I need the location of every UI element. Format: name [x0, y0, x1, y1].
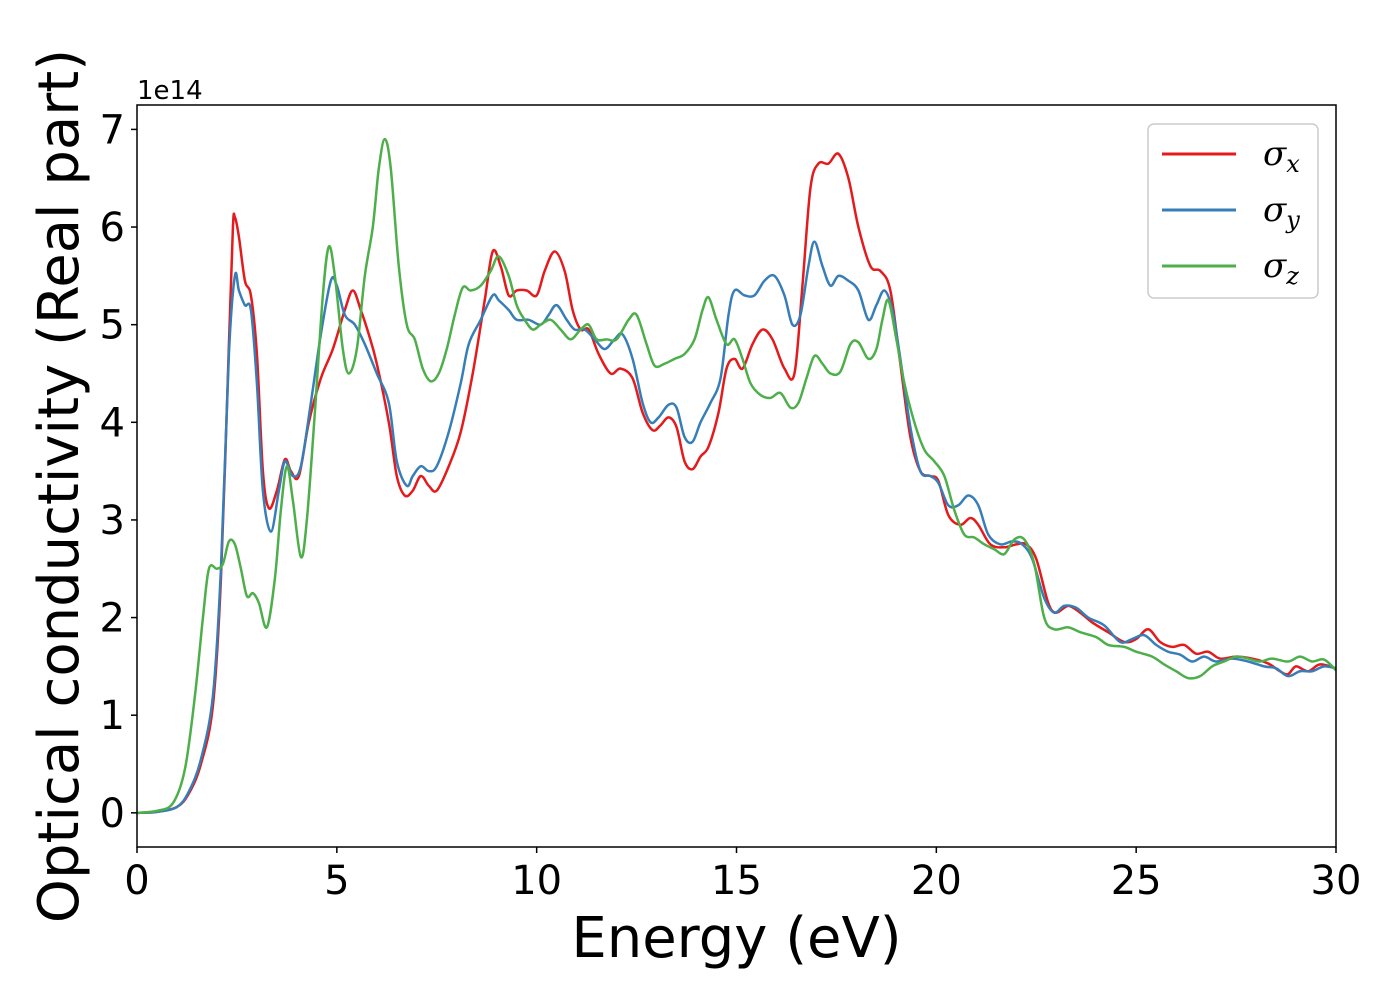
series-line-z: [137, 137, 1336, 815]
y-tick-label: 3: [100, 498, 125, 544]
y-tick-label: 1: [100, 693, 125, 739]
x-axis-ticks: 0 5 10 15 20 25 30: [124, 847, 1361, 904]
legend-label-z: σz: [1263, 246, 1299, 290]
legend-label-x: σx: [1263, 134, 1300, 178]
x-tick-label: 0: [124, 858, 149, 904]
y-tick-label: 4: [100, 400, 125, 446]
series-line-x: [137, 152, 1336, 815]
legend-label-y: σy: [1263, 190, 1300, 234]
series-line-y: [137, 240, 1336, 815]
y-axis-label: Optical conductivity (Real part): [27, 49, 92, 923]
x-tick-label: 15: [711, 858, 762, 904]
legend: σx σy σz: [1147, 123, 1319, 299]
x-axis-label: Energy (eV): [571, 906, 901, 971]
x-tick-label: 30: [1311, 858, 1362, 904]
y-axis-ticks: 0 1 2 3 4 5 6 7: [100, 107, 137, 837]
x-tick-label: 5: [324, 858, 349, 904]
y-axis-offset-label: 1e14: [137, 76, 203, 106]
x-tick-label: 10: [511, 858, 562, 904]
series-layer: [137, 137, 1336, 815]
y-tick-label: 5: [100, 303, 125, 349]
x-tick-label: 20: [911, 858, 962, 904]
y-tick-label: 6: [100, 205, 125, 251]
x-tick-label: 25: [1111, 858, 1162, 904]
y-tick-label: 2: [100, 596, 125, 642]
y-tick-label: 0: [100, 791, 125, 837]
y-tick-label: 7: [100, 107, 125, 153]
